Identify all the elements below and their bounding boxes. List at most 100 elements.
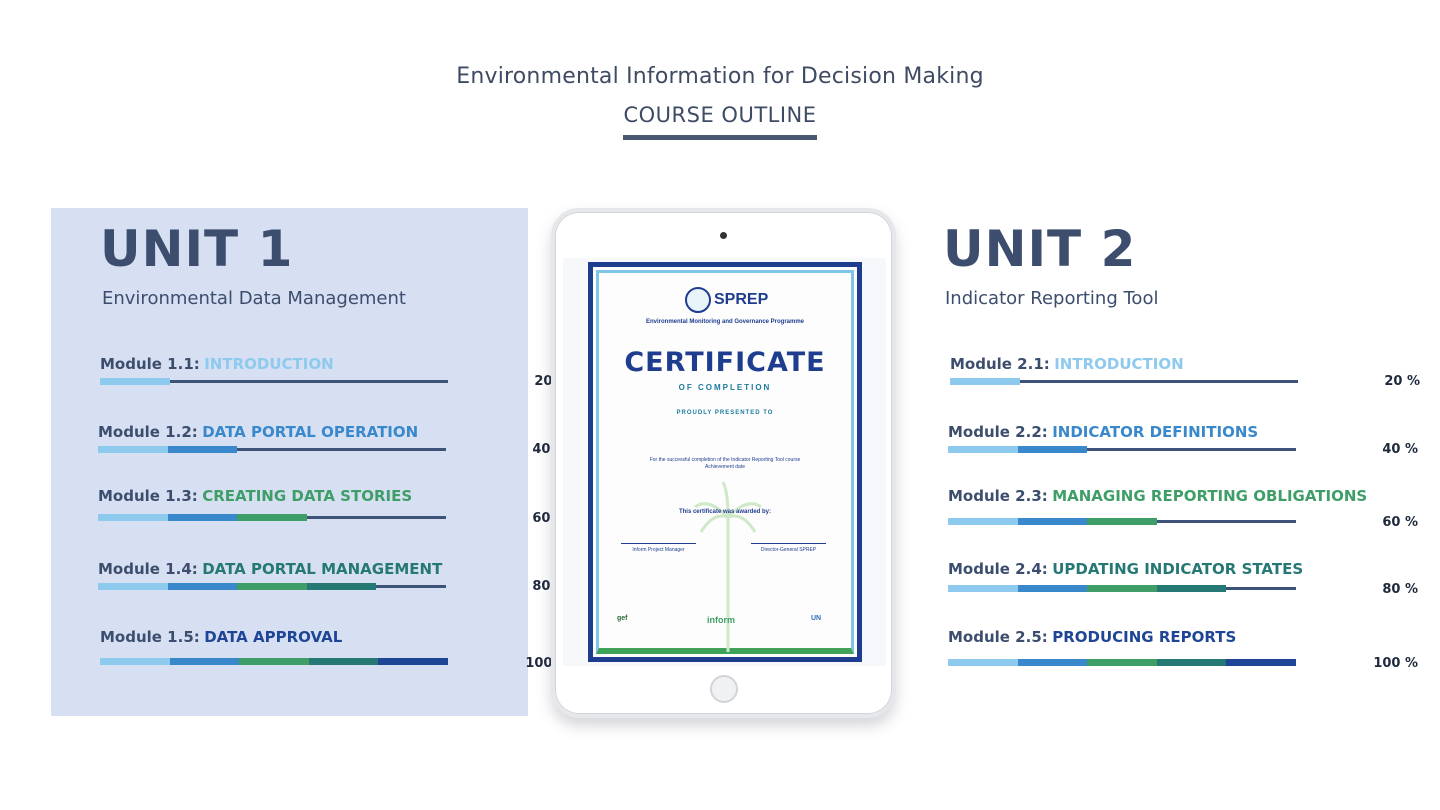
progress-segment <box>1017 585 1088 592</box>
progress-segment <box>98 583 168 590</box>
progress-segment <box>378 658 448 665</box>
module-label: Module 2.2: <box>948 423 1048 441</box>
progress-percent: 80 % <box>1382 582 1418 597</box>
progress-bar <box>948 659 1296 666</box>
progress-segment <box>1017 659 1088 666</box>
module-name: MANAGING REPORTING OBLIGATIONS <box>1052 487 1368 505</box>
sprep-logo: SPREP <box>685 287 768 313</box>
progress-segment <box>1156 659 1227 666</box>
progress-segment <box>167 446 238 453</box>
module-2-4[interactable]: Module 2.4: UPDATING INDICATOR STATES 80… <box>948 560 1418 597</box>
module-1-4[interactable]: Module 1.4: DATA PORTAL MANAGEMENT 80 % <box>98 560 568 594</box>
progress-segment <box>1087 659 1157 666</box>
progress-bar <box>100 378 448 385</box>
progress-segment <box>237 514 307 521</box>
module-label: Module 2.1: <box>950 355 1050 373</box>
module-name: DATA APPROVAL <box>204 628 343 646</box>
certificate-title: CERTIFICATE <box>624 347 826 378</box>
module-label: Module 1.2: <box>98 423 198 441</box>
un-logo: UN <box>811 615 822 622</box>
course-outline-heading: COURSE OUTLINE <box>623 103 817 140</box>
progress-bar <box>950 378 1298 385</box>
module-1-1[interactable]: Module 1.1: INTRODUCTION 20 % <box>100 355 570 389</box>
module-label: Module 1.4: <box>98 560 198 578</box>
module-name: UPDATING INDICATOR STATES <box>1052 560 1304 578</box>
module-2-3[interactable]: Module 2.3: MANAGING REPORTING OBLIGATIO… <box>948 487 1418 530</box>
camera-dot <box>720 232 727 239</box>
progress-segment <box>1087 585 1157 592</box>
unit1-subtitle: Environmental Data Management <box>102 288 406 309</box>
progress-segment <box>98 446 168 453</box>
awarded-by: This certificate was awarded by: <box>678 509 772 515</box>
module-label: Module 2.4: <box>948 560 1048 578</box>
unit2-title: UNIT 2 <box>943 220 1137 278</box>
progress-bar <box>100 658 448 665</box>
progress-percent: 20 % <box>1384 374 1420 389</box>
progress-segment <box>948 518 1018 525</box>
progress-segment <box>167 583 238 590</box>
progress-segment <box>1017 518 1088 525</box>
progress-bar <box>98 514 446 521</box>
unit1-title: UNIT 1 <box>100 220 294 278</box>
tablet-screen: SPREP Environmental Monitoring and Gover… <box>563 258 886 666</box>
module-1-5[interactable]: Module 1.5: DATA APPROVAL 100 % <box>100 628 570 671</box>
palm-tree-icon <box>694 481 762 652</box>
progress-segment <box>98 514 168 521</box>
progress-segment <box>239 658 309 665</box>
module-2-2[interactable]: Module 2.2: INDICATOR DEFINITIONS 40 % <box>948 423 1418 457</box>
module-label: Module 1.5: <box>100 628 200 646</box>
unit2-subtitle: Indicator Reporting Tool <box>945 288 1159 309</box>
progress-segment <box>950 378 1020 385</box>
progress-bar <box>948 518 1296 525</box>
module-name: DATA PORTAL OPERATION <box>202 423 419 441</box>
tablet-device: SPREP Environmental Monitoring and Gover… <box>551 208 896 718</box>
certificate-border <box>596 270 854 654</box>
module-name: INDICATOR DEFINITIONS <box>1052 423 1259 441</box>
module-1-2[interactable]: Module 1.2: DATA PORTAL OPERATION 40 % <box>98 423 568 457</box>
unit1-panel: UNIT 1 Environmental Data Management Mod… <box>51 208 570 716</box>
progress-bar <box>948 585 1296 592</box>
gef-logo: gef <box>617 615 628 622</box>
unit2-panel: UNIT 2 Indicator Reporting Tool Module 2… <box>893 208 1420 716</box>
course-header: Environmental Information for Decision M… <box>0 64 1440 140</box>
progress-segment <box>237 583 307 590</box>
progress-bar <box>98 583 446 590</box>
module-name: PRODUCING REPORTS <box>1052 628 1237 646</box>
sprep-logo-icon <box>685 287 711 313</box>
progress-segment <box>169 658 240 665</box>
module-2-1[interactable]: Module 2.1: INTRODUCTION 20 % <box>950 355 1420 389</box>
home-button <box>710 675 738 703</box>
module-label: Module 2.5: <box>948 628 1048 646</box>
progress-percent: 60 % <box>1382 515 1418 530</box>
progress-bar <box>948 446 1296 453</box>
progress-bar <box>98 446 446 453</box>
progress-segment <box>948 446 1018 453</box>
module-label: Module 2.3: <box>948 487 1048 505</box>
progress-segment <box>306 583 377 590</box>
module-label: Module 1.1: <box>100 355 200 373</box>
completion-line: For the successful completion of the Ind… <box>649 457 801 470</box>
progress-segment <box>948 659 1018 666</box>
progress-segment <box>100 378 170 385</box>
inform-logo: inform <box>707 615 735 625</box>
programme-name: Environmental Monitoring and Governance … <box>645 319 805 325</box>
presented-to: PROUDLY PRESENTED TO <box>676 410 774 416</box>
of-completion: OF COMPLETION <box>678 383 772 392</box>
module-name: INTRODUCTION <box>204 355 334 373</box>
module-name: INTRODUCTION <box>1054 355 1184 373</box>
module-name: DATA PORTAL MANAGEMENT <box>202 560 443 578</box>
progress-segment <box>1087 518 1157 525</box>
progress-segment <box>100 658 170 665</box>
module-2-5[interactable]: Module 2.5: PRODUCING REPORTS 100 % <box>948 628 1418 671</box>
signature-left: Inform Project Manager <box>621 543 696 553</box>
module-label: Module 1.3: <box>98 487 198 505</box>
progress-segment <box>308 658 379 665</box>
progress-segment <box>167 514 238 521</box>
progress-segment <box>1156 585 1227 592</box>
progress-segment <box>1017 446 1088 453</box>
progress-segment <box>1226 659 1296 666</box>
certificate: SPREP Environmental Monitoring and Gover… <box>588 262 862 662</box>
module-1-3[interactable]: Module 1.3: CREATING DATA STORIES 60 % <box>98 487 568 526</box>
course-title: Environmental Information for Decision M… <box>456 64 984 89</box>
progress-percent: 40 % <box>1382 442 1418 457</box>
